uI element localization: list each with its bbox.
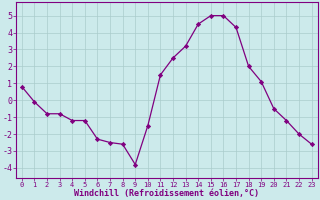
X-axis label: Windchill (Refroidissement éolien,°C): Windchill (Refroidissement éolien,°C) [74,189,259,198]
